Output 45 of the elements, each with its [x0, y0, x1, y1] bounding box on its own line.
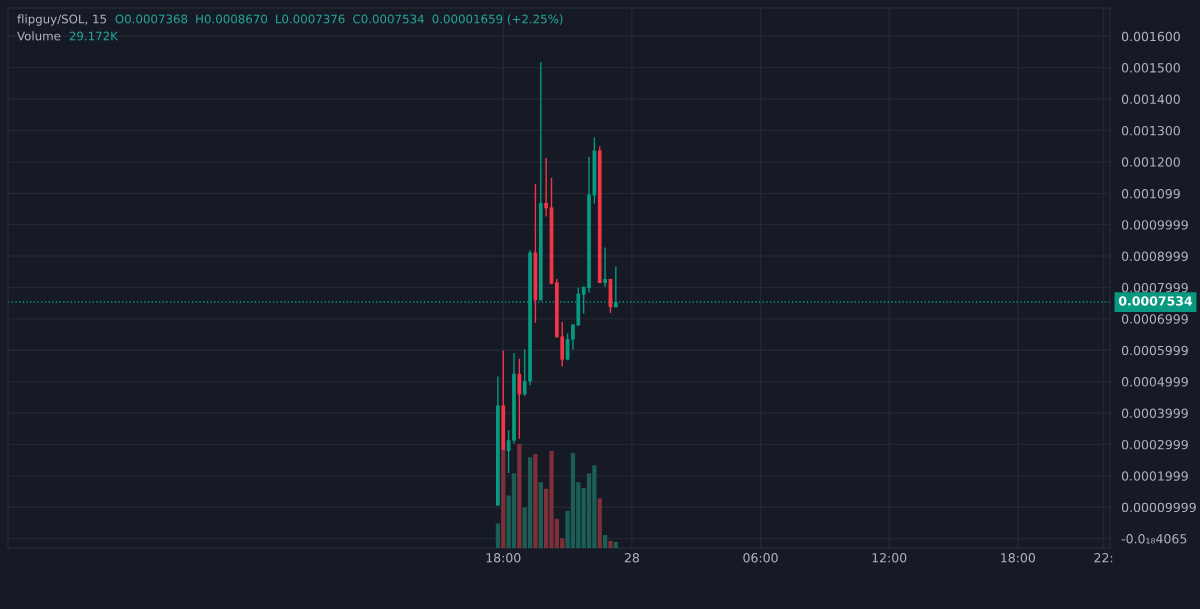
y-tick-label: 0.0001999	[1121, 471, 1188, 481]
annotation: C0.0007534	[353, 14, 424, 24]
y-tick-label: 0.0005999	[1121, 345, 1188, 356]
annotation: Volume	[17, 31, 61, 41]
bar	[602, 535, 608, 548]
ref-line-label: 0.0007534	[1118, 296, 1193, 306]
annotation: 29.172K	[69, 31, 119, 41]
annotation: L0.0007376	[276, 14, 345, 24]
y-tick-label: 0.0007999	[1121, 282, 1188, 293]
bar	[538, 482, 543, 548]
annotation: O0.0007368	[115, 14, 188, 24]
y-tick-label: 0.0008999	[1121, 251, 1188, 261]
bar	[495, 523, 501, 548]
x-tick-label: 28	[624, 553, 639, 563]
y-tick-label: 0.0009999	[1121, 220, 1188, 230]
y-tick-label: 0.0006999	[1121, 314, 1188, 324]
bar	[613, 541, 618, 548]
x-tick-label: 18:00	[486, 553, 521, 563]
x-tick-label: 12:00	[872, 553, 907, 563]
candlestick	[544, 157, 549, 218]
y-tick-label: -0.0₁₈4065	[1121, 534, 1187, 544]
y-tick-label: 0.001200	[1121, 157, 1180, 167]
x-tick-label: 06:00	[743, 553, 778, 563]
bar	[517, 444, 522, 548]
candlestick	[522, 348, 527, 397]
candlestick	[603, 246, 607, 288]
text: flipguy/SOL, 15	[17, 14, 107, 26]
y-tick-label: 0.0004999	[1121, 377, 1188, 387]
y-tick-label: 0.0003999	[1121, 408, 1188, 418]
x-tick-label: 18:00	[1001, 553, 1035, 563]
y-tick-label: 0.001600	[1121, 31, 1180, 42]
annotation: 0.00001659 (+2.25%)	[432, 14, 563, 25]
bar	[533, 453, 538, 548]
bar	[527, 457, 533, 548]
annotation: H0.0008670	[196, 14, 268, 24]
candlestick	[517, 357, 522, 440]
y-tick-label: 0.001500	[1121, 63, 1180, 73]
x-tick-label: 22:	[1094, 553, 1113, 563]
y-tick-label: 0.00009999	[1121, 502, 1196, 513]
y-tick-label: 0.001099	[1121, 189, 1180, 199]
bar	[597, 498, 602, 548]
y-tick-label: 0.0002999	[1121, 439, 1188, 450]
y-tick-label: 0.001300	[1121, 125, 1180, 136]
bar	[608, 541, 613, 548]
y-tick-label: 0.001400	[1121, 94, 1180, 104]
